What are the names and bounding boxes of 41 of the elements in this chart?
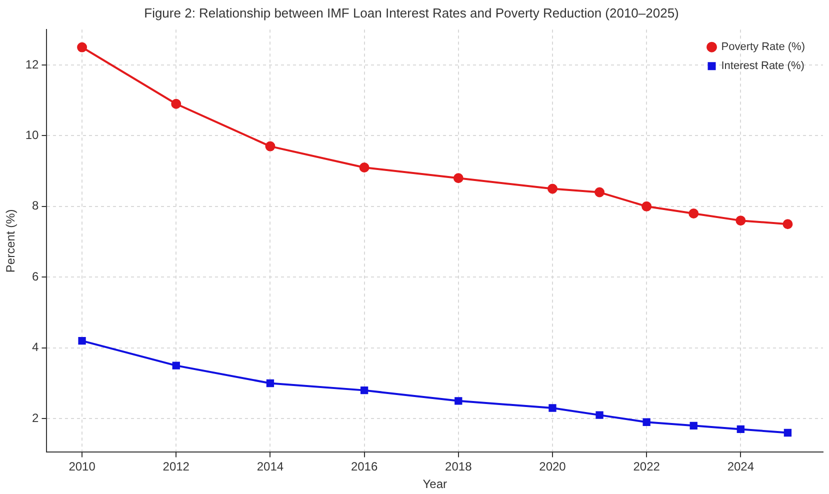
x-tick-label: 2022 [633, 460, 660, 474]
x-axis-title: Year [422, 477, 447, 492]
y-tick-label: 2 [32, 410, 40, 425]
point [547, 184, 558, 194]
point [172, 362, 180, 370]
point [454, 397, 462, 405]
y-tick-label: 12 [25, 57, 40, 72]
point [171, 98, 182, 109]
point [78, 336, 86, 345]
x-tick-label: 2014 [256, 460, 284, 474]
x-tick-label: 2010 [68, 460, 96, 474]
chart-title: Figure 2: Relationship between IMF Loan Interest Rates and Poverty Reduction (2010–2025) [144, 5, 679, 20]
y-tick-label: 10 [25, 128, 40, 142]
y-axis-title: Percent (%) [4, 209, 18, 273]
x-tick-label: 2024 [727, 460, 754, 474]
y-tick-label: 8 [32, 198, 40, 213]
point [736, 425, 744, 434]
legend-label: Interest Rate (%) [721, 60, 804, 72]
y-tick-label: 6 [32, 269, 40, 284]
x-tick-label: 2016 [350, 460, 378, 474]
y-tick-label: 4 [32, 340, 40, 354]
point [265, 141, 276, 152]
point [77, 42, 88, 52]
point [594, 187, 605, 198]
point [596, 411, 604, 419]
point [359, 162, 370, 173]
legend-label: Poverty Rate (%) [721, 41, 806, 54]
point [784, 428, 792, 437]
x-tick-label: 2012 [162, 460, 190, 474]
x-tick-label: 2020 [539, 460, 566, 474]
point [453, 173, 464, 184]
point [642, 418, 650, 426]
point [688, 208, 699, 218]
point [690, 422, 698, 430]
point [782, 219, 793, 230]
point [642, 201, 652, 212]
point [360, 386, 368, 394]
point [548, 404, 556, 412]
point [266, 379, 274, 388]
point [736, 216, 746, 226]
x-tick-label: 2018 [445, 460, 472, 474]
